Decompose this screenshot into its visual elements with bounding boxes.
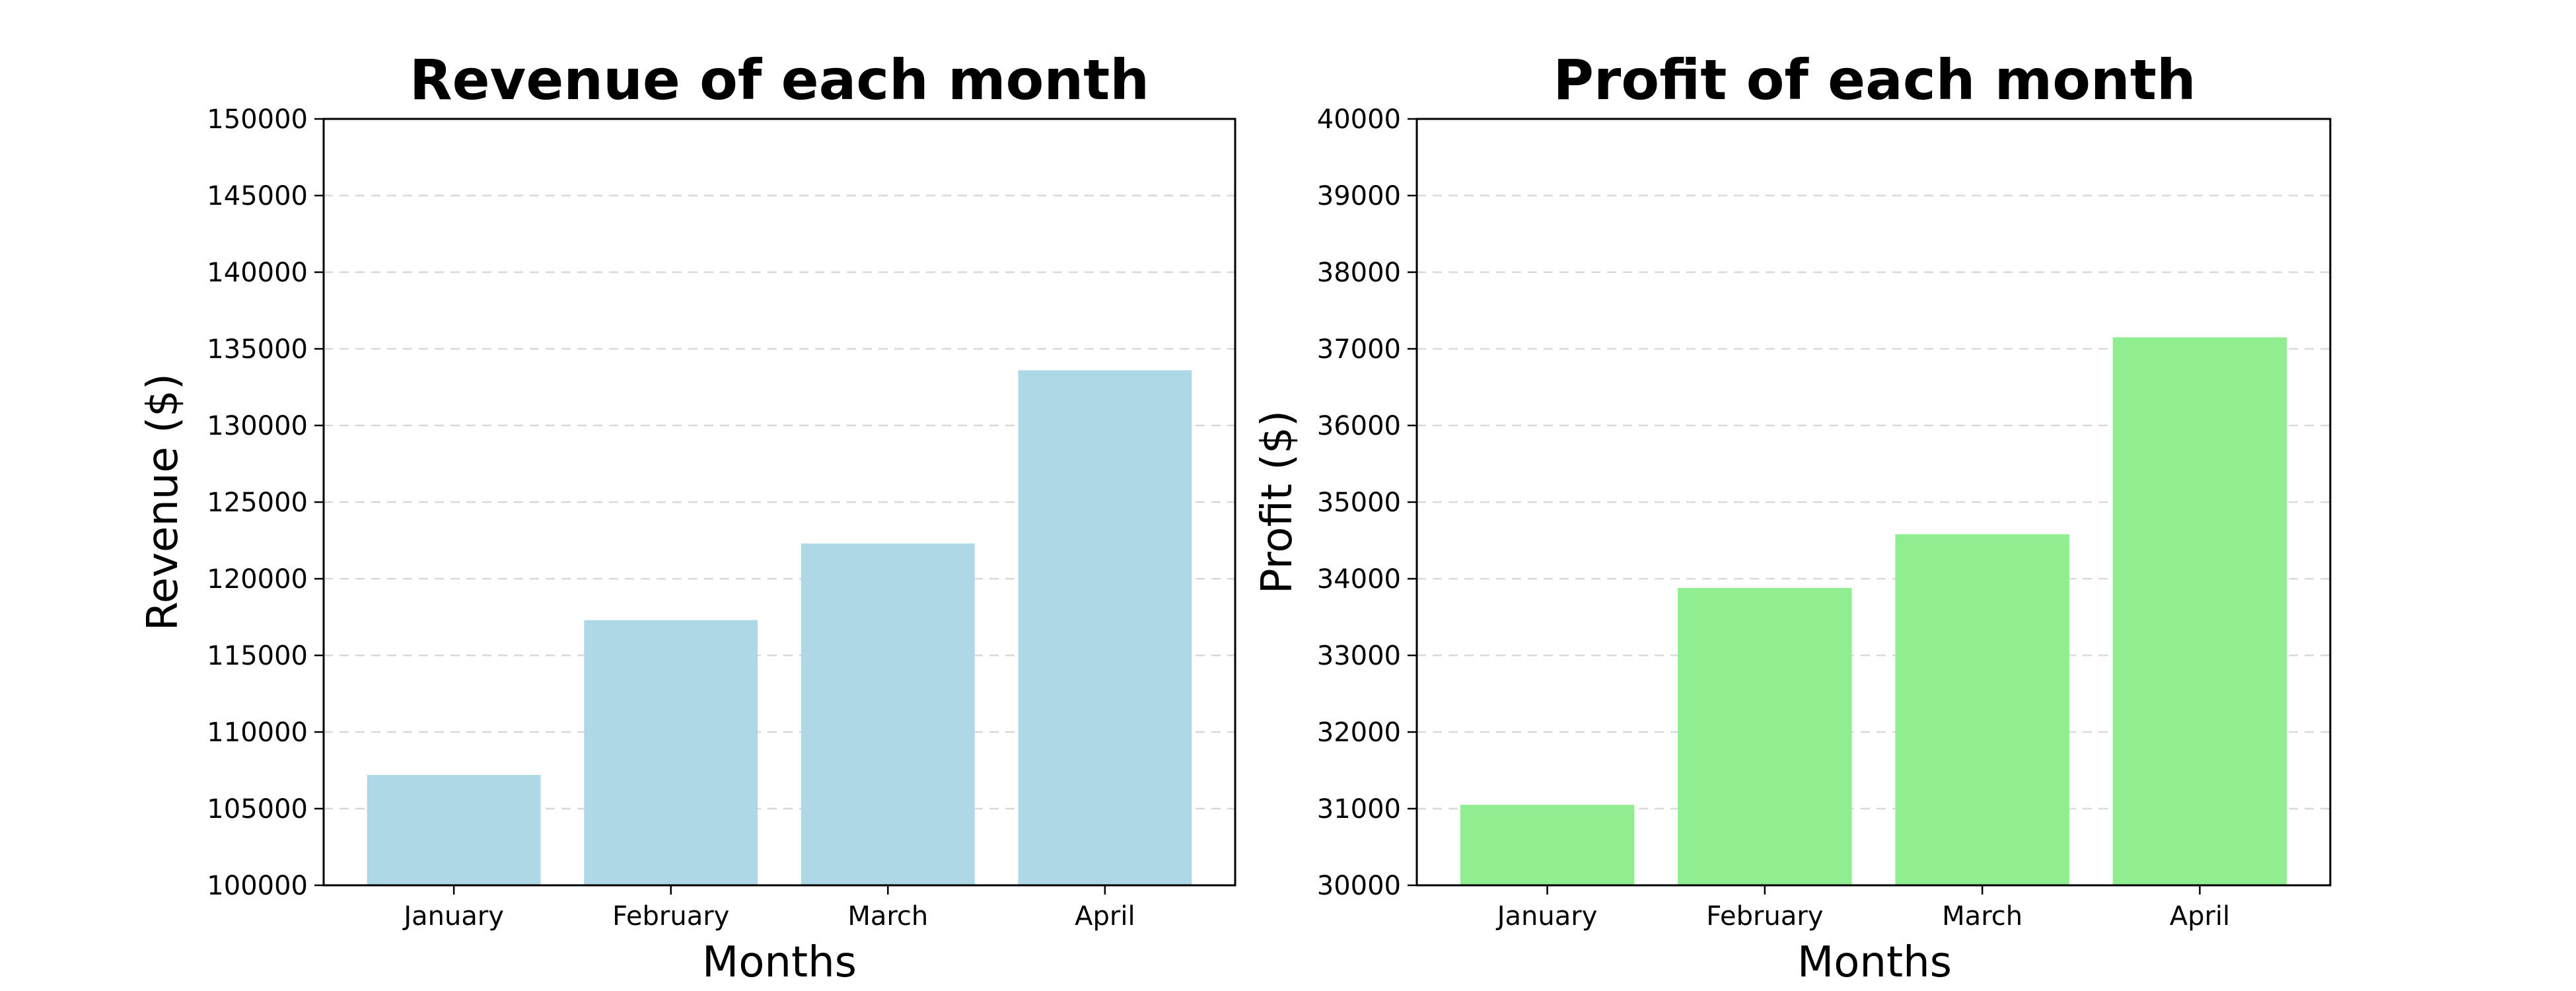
profit-x-ticks: January February March April xyxy=(1495,885,2230,932)
profit-y-ticks: 30000 31000 32000 33000 34000 35000 36000 37000… xyxy=(1317,104,1417,901)
revenue-y-tick-label: 105000 xyxy=(207,794,308,825)
revenue-x-axis-label: Months xyxy=(702,938,857,987)
profit-x-tick-label: April xyxy=(2170,901,2230,932)
revenue-y-tick-label: 140000 xyxy=(207,258,308,288)
revenue-y-tick-label: 145000 xyxy=(207,181,308,211)
revenue-y-axis-label: Revenue ($) xyxy=(139,373,188,631)
profit-y-tick-label: 34000 xyxy=(1317,564,1401,595)
revenue-x-tick-label: February xyxy=(612,901,729,932)
profit-x-axis-label: Months xyxy=(1797,938,1952,987)
revenue-bar-april xyxy=(1018,370,1192,885)
revenue-x-tick-label: January xyxy=(402,901,504,932)
profit-y-tick-label: 32000 xyxy=(1317,717,1401,748)
profit-x-tick-label: March xyxy=(1942,901,2022,932)
profit-x-tick-label: February xyxy=(1706,901,1823,932)
revenue-y-tick-label: 130000 xyxy=(207,411,308,441)
profit-bar-march xyxy=(1895,534,2069,885)
revenue-x-tick-label: April xyxy=(1075,901,1135,932)
revenue-chart-title: Revenue of each month xyxy=(410,48,1149,112)
profit-bar-april xyxy=(2112,337,2287,886)
profit-y-tick-label: 30000 xyxy=(1317,871,1401,901)
revenue-bars xyxy=(367,370,1192,885)
profit-y-tick-label: 36000 xyxy=(1317,411,1401,441)
profit-bar-january xyxy=(1460,805,1635,885)
revenue-y-tick-label: 110000 xyxy=(207,717,308,748)
revenue-y-tick-label: 135000 xyxy=(207,334,308,365)
revenue-y-ticks: 100000 105000 110000 115000 120000 125000 1300… xyxy=(207,104,324,901)
revenue-bar-february xyxy=(584,620,758,885)
profit-y-tick-label: 33000 xyxy=(1317,641,1401,671)
profit-y-tick-label: 31000 xyxy=(1317,794,1401,825)
profit-x-tick-label: January xyxy=(1495,901,1598,932)
revenue-y-tick-label: 100000 xyxy=(207,871,308,901)
profit-chart-title: Profit of each month xyxy=(1553,48,2196,112)
profit-y-tick-label: 37000 xyxy=(1317,334,1401,365)
revenue-x-ticks: January February March April xyxy=(402,885,1135,932)
profit-y-axis-label: Profit ($) xyxy=(1253,410,1302,594)
revenue-x-tick-label: March xyxy=(847,901,928,932)
profit-bars xyxy=(1460,337,2287,886)
profit-y-tick-label: 35000 xyxy=(1317,488,1401,518)
revenue-y-tick-label: 150000 xyxy=(207,104,308,135)
profit-y-tick-label: 39000 xyxy=(1317,181,1401,211)
profit-y-tick-label: 38000 xyxy=(1317,258,1401,288)
revenue-chart: Revenue of each month 100000 105000 110000… xyxy=(139,48,1236,987)
profit-y-tick-label: 40000 xyxy=(1317,104,1401,135)
revenue-y-tick-label: 125000 xyxy=(207,488,308,518)
revenue-y-tick-label: 120000 xyxy=(207,564,308,595)
profit-bar-february xyxy=(1678,587,1852,885)
revenue-y-tick-label: 115000 xyxy=(207,641,308,671)
revenue-bar-january xyxy=(367,774,541,885)
profit-chart: Profit of each month 30000 31000 32000 3300… xyxy=(1253,48,2332,987)
revenue-bar-march xyxy=(801,543,975,885)
